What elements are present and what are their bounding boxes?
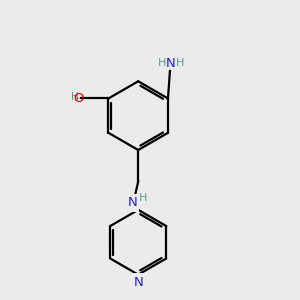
Text: O: O bbox=[74, 92, 84, 105]
Text: N: N bbox=[133, 276, 143, 289]
Text: H: H bbox=[139, 193, 147, 203]
Text: H: H bbox=[71, 92, 79, 103]
Text: H: H bbox=[176, 58, 184, 68]
Text: ·: · bbox=[75, 94, 79, 104]
Text: N: N bbox=[166, 57, 176, 70]
Text: N: N bbox=[128, 196, 137, 209]
Text: H: H bbox=[158, 58, 166, 68]
